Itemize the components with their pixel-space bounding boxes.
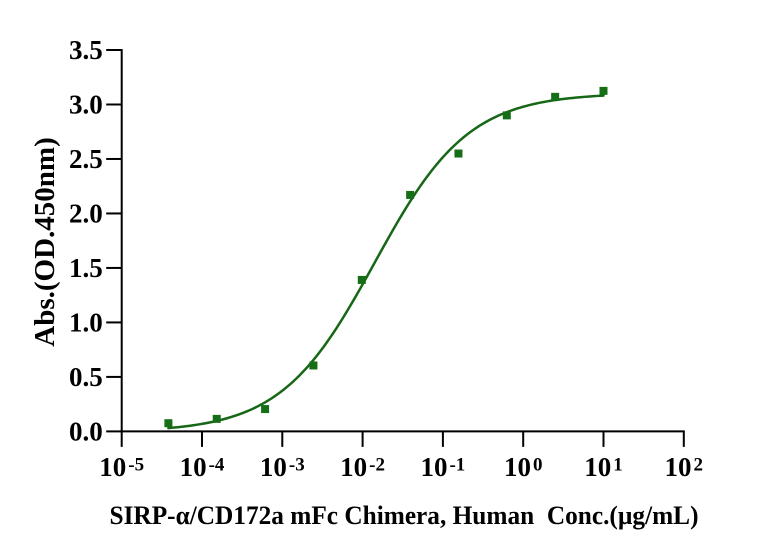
- data-point-marker: [164, 419, 173, 428]
- y-axis-title: Abs.(OD.450nm): [29, 137, 61, 346]
- data-point-marker: [551, 92, 560, 101]
- x-axis-title: SIRP-α/CD172a mFc Chimera, Human Conc.(µ…: [110, 500, 699, 530]
- y-tick-label: 1.0: [69, 307, 103, 337]
- data-point-marker: [309, 361, 318, 370]
- data-point-marker: [357, 275, 366, 284]
- x-tick-label: 10 0: [504, 452, 543, 482]
- x-tick-label: 10 -3: [260, 452, 305, 482]
- y-tick-label: 2.5: [69, 144, 103, 174]
- x-tick-label: 10 2: [665, 452, 704, 482]
- data-point-marker: [406, 190, 415, 199]
- plot-layer: 0.0 0.5 1.0 1.5 2.0 2.5 3.0 3.5 10 -5 10 -4 10 -3 10 -2…: [69, 35, 703, 482]
- x-tick-label: 10 1: [584, 452, 623, 482]
- y-tick-label: 2.0: [69, 198, 103, 228]
- y-tick-label: 0.5: [69, 362, 103, 392]
- data-point-marker: [454, 149, 463, 158]
- x-tick-label: 10 -5: [99, 452, 144, 482]
- data-point-marker: [502, 111, 511, 120]
- data-point-marker: [212, 414, 221, 423]
- y-tick-label: 1.5: [69, 253, 103, 283]
- x-tick-label: 10 -2: [340, 452, 385, 482]
- fit-curve: [167, 94, 605, 430]
- x-tick-label: 10 -4: [180, 452, 225, 482]
- y-tick-label: 0.0: [69, 416, 103, 446]
- data-point-marker: [599, 86, 608, 95]
- y-tick-label: 3.0: [69, 89, 103, 119]
- x-tick-label: 10 -1: [420, 452, 465, 482]
- data-point-marker: [261, 405, 270, 414]
- y-tick-label: 3.5: [69, 35, 103, 65]
